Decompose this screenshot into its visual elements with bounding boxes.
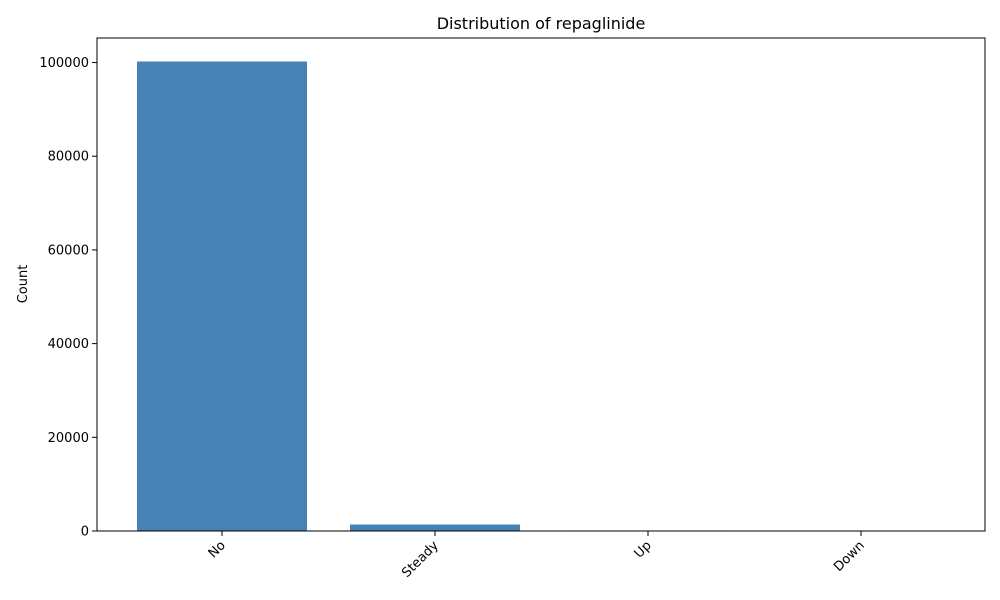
x-axis-ticks: No Steady Up Down [206, 531, 868, 581]
y-tick-label: 100000 [39, 56, 89, 71]
bars-group [137, 61, 946, 531]
x-tick-label: Steady [399, 538, 442, 581]
y-tick-label: 0 [81, 525, 89, 540]
plot-area-frame [96, 37, 986, 532]
x-tick-label: Down [831, 538, 868, 575]
chart-title: Distribution of repaglinide [437, 14, 646, 33]
y-tick-label: 80000 [48, 150, 89, 165]
x-tick-label: Up [632, 538, 655, 561]
bar-no [137, 61, 307, 531]
y-tick-label: 20000 [48, 431, 89, 446]
y-axis-ticks: 0 20000 40000 60000 80000 100000 [39, 56, 97, 540]
y-tick-label: 60000 [48, 243, 89, 258]
y-tick-label: 40000 [48, 337, 89, 352]
x-tick-label: No [206, 538, 229, 561]
bar-steady [350, 524, 520, 531]
y-axis-label: Count [16, 265, 31, 304]
